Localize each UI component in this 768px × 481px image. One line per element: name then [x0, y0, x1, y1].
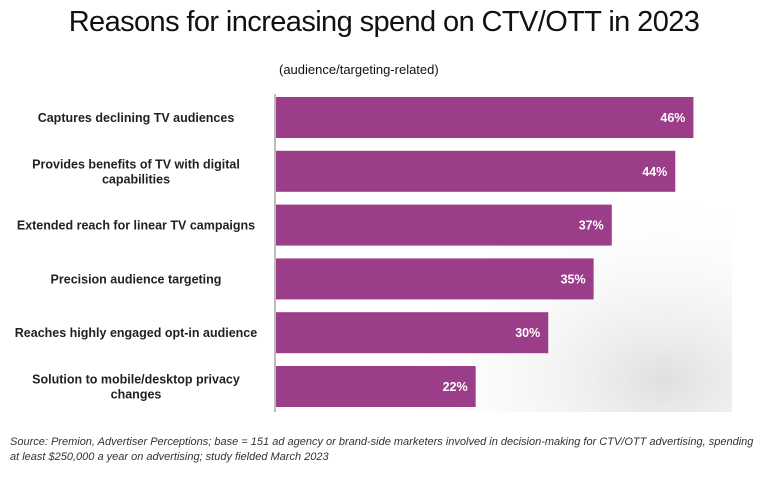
value-label-6: 22%: [443, 380, 468, 394]
bar-1: [276, 97, 694, 138]
bar-chart-plot: 46% Captures declining TV audiences 44% Pro…: [15, 92, 732, 412]
category-label-2: Provides benefits of TV with digital capa…: [32, 157, 240, 186]
source-footnote: Source: Premion, Advertiser Perceptions;…: [10, 436, 754, 463]
category-label-5: Reaches highly engaged opt-in audience: [15, 326, 257, 340]
category-label-1: Captures declining TV audiences: [38, 111, 235, 125]
value-label-2: 44%: [642, 165, 667, 179]
bar-6: [276, 366, 476, 407]
category-label-4: Precision audience targeting: [51, 272, 222, 286]
value-label-5: 30%: [515, 326, 540, 340]
bar-4: [276, 258, 594, 300]
bar-2: [276, 150, 676, 192]
bar-3: [276, 204, 612, 246]
category-label-3: Extended reach for linear TV campaigns: [17, 219, 255, 233]
value-label-3: 37%: [579, 219, 604, 233]
bar-5: [276, 312, 549, 354]
value-label-1: 46%: [660, 111, 685, 125]
chart-title: Reasons for increasing spend on CTV/OTT …: [68, 6, 700, 38]
category-label-6: Solution to mobile/desktop privacy change…: [32, 373, 240, 402]
plot-shadow: [276, 92, 732, 412]
chart-subtitle: (audience/targeting-related): [279, 62, 439, 77]
value-label-4: 35%: [561, 272, 586, 286]
